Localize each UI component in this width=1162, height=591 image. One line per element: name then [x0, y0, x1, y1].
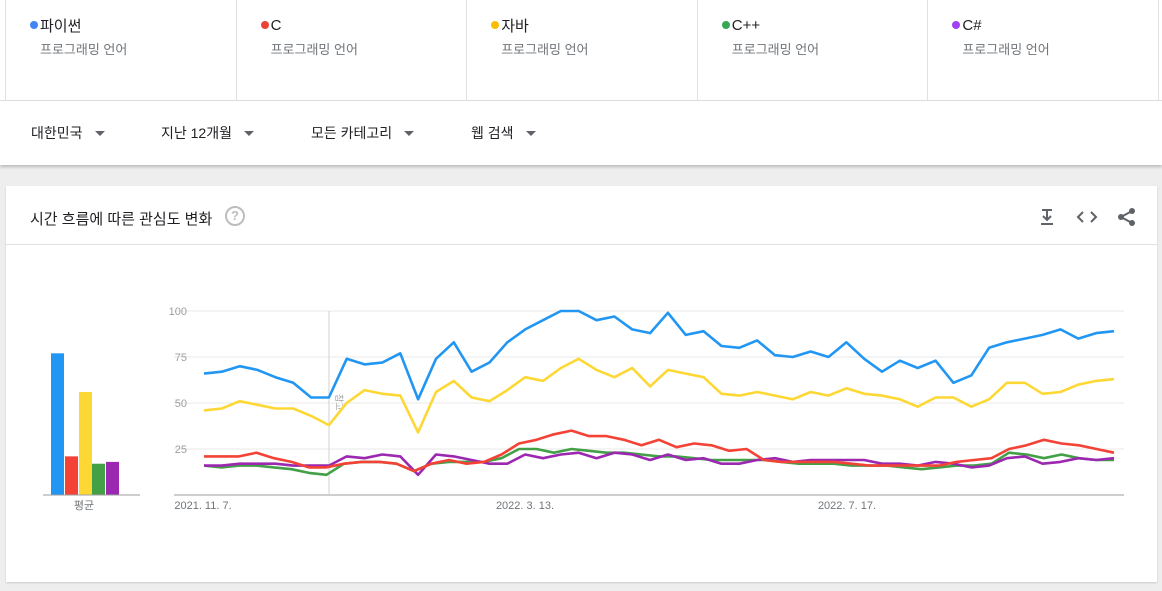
term-label[interactable]: 자바: [501, 17, 529, 35]
term-cpp[interactable]: C++ 프로그래밍 언어: [696, 0, 928, 100]
term-head: 파이썬: [30, 14, 236, 36]
download-icon[interactable]: [1036, 206, 1058, 228]
term-head: C: [260, 14, 467, 36]
chevron-down-icon: [94, 130, 105, 136]
hover-marker-label: 참고: [334, 394, 344, 411]
average-bar-0[interactable]: [51, 353, 64, 495]
term-c[interactable]: C 프로그래밍 언어: [235, 0, 467, 100]
search-type-label: 웹 검색: [471, 125, 514, 141]
series-dot-icon: [952, 21, 961, 29]
chevron-down-icon: [525, 130, 536, 136]
series-dot-icon: [30, 21, 38, 29]
term-label[interactable]: C#: [962, 16, 982, 34]
period-label: 지난 12개월: [161, 125, 232, 141]
series-line-2[interactable]: [203, 357, 1115, 434]
x-tick-labels: 2021. 11. 7. 2022. 3. 13. 2022. 7. 17.: [174, 500, 876, 512]
y-tick-label: 25: [175, 444, 187, 456]
y-tick-label: 75: [175, 352, 187, 364]
series-line-3[interactable]: [203, 447, 1114, 477]
term-label[interactable]: 파이썬: [40, 17, 82, 35]
share-icon-graphic: [1118, 208, 1135, 226]
y-tick-labels: 25 50 75 100: [169, 306, 187, 456]
interest-over-time-card: 시간 흐름에 따른 관심도 변화 ? 평균: [6, 186, 1157, 582]
average-bars: [51, 353, 119, 495]
average-bar-3[interactable]: [92, 463, 105, 495]
term-head: C#: [952, 14, 1158, 36]
term-csharp[interactable]: C# 프로그래밍 언어: [927, 0, 1159, 100]
term-label[interactable]: C++: [731, 16, 761, 34]
region-label: 대한민국: [31, 125, 83, 141]
average-bar-2[interactable]: [79, 391, 92, 495]
average-label: 평균: [74, 499, 94, 512]
average-bar-4[interactable]: [106, 461, 119, 495]
y-tick-label: 100: [169, 306, 187, 318]
term-type: 프로그래밍 언어: [962, 42, 1050, 57]
comparison-terms-bar: 파이썬 프로그래밍 언어 C 프로그래밍 언어 자바 프로그래밍 언어 C++ …: [0, 0, 1162, 101]
term-type: 프로그래밍 언어: [501, 42, 589, 57]
filter-bar: 대한민국 지난 12개월 모든 카테고리 웹 검색: [0, 101, 1162, 165]
series-line-4[interactable]: [204, 451, 1115, 477]
category-dropdown[interactable]: 모든 카테고리: [311, 123, 415, 143]
term-label[interactable]: C: [270, 16, 282, 34]
term-python[interactable]: 파이썬 프로그래밍 언어: [5, 0, 236, 100]
chevron-down-icon: [404, 130, 415, 136]
series-lines: [203, 309, 1115, 477]
download-icon-graphic: [1041, 209, 1053, 225]
series-dot-icon: [260, 21, 269, 29]
series-dot-icon: [491, 21, 500, 29]
question-circle-icon[interactable]: ?: [225, 206, 245, 226]
term-type: 프로그래밍 언어: [270, 42, 358, 57]
card-title: 시간 흐름에 따른 관심도 변화: [30, 211, 213, 228]
embed-code-icon-graphic: [1076, 211, 1098, 223]
term-head: C++: [721, 14, 928, 36]
search-type-dropdown[interactable]: 웹 검색: [471, 123, 536, 143]
series-line-0[interactable]: [203, 309, 1115, 401]
x-tick-label: 2022. 3. 13.: [496, 500, 554, 512]
series-line-1[interactable]: [204, 429, 1115, 473]
term-type: 프로그래밍 언어: [40, 42, 128, 57]
region-dropdown[interactable]: 대한민국: [31, 123, 105, 143]
series-dot-icon: [721, 21, 730, 29]
period-dropdown[interactable]: 지난 12개월: [161, 123, 254, 143]
card-header: 시간 흐름에 따른 관심도 변화 ?: [6, 186, 1157, 245]
x-tick-label: 2021. 11. 7.: [174, 500, 231, 512]
chevron-down-icon: [243, 130, 254, 136]
y-tick-label: 50: [175, 398, 187, 410]
embed-code-icon[interactable]: [1076, 206, 1098, 228]
share-icon[interactable]: [1116, 206, 1138, 228]
term-head: 자바: [491, 14, 697, 36]
term-type: 프로그래밍 언어: [731, 42, 820, 57]
category-label: 모든 카테고리: [311, 125, 393, 141]
x-tick-label: 2022. 7. 17.: [818, 500, 876, 512]
term-java[interactable]: 자바 프로그래밍 언어: [466, 0, 697, 100]
average-bar-1[interactable]: [65, 456, 78, 495]
